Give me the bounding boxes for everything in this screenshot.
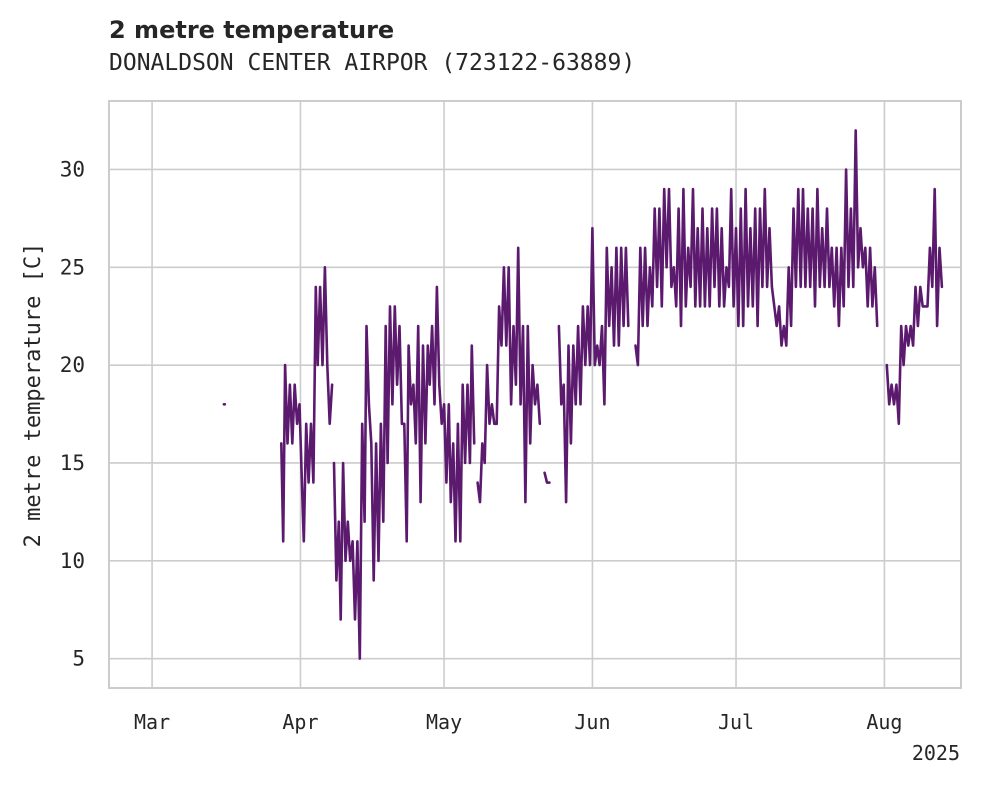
- x-tick-label: Mar: [134, 710, 170, 734]
- chart-subtitle: DONALDSON CENTER AIRPOR (723122-63889): [109, 50, 636, 76]
- series-line-group: [222, 129, 944, 660]
- y-tick-label: 20: [60, 353, 85, 377]
- y-tick-label: 15: [60, 451, 85, 475]
- x-tick-label: Aug: [866, 710, 902, 734]
- x-axis-year-label: 2025: [912, 741, 960, 765]
- y-tick-label: 5: [72, 647, 85, 671]
- y-axis-label: 2 metre temperature [C]: [21, 243, 46, 548]
- series-line-segment: [332, 285, 476, 660]
- y-tick-label: 25: [60, 255, 85, 279]
- y-tick-label: 30: [60, 157, 85, 181]
- chart-title: 2 metre temperature: [109, 16, 395, 44]
- series-line-segment: [543, 471, 551, 484]
- x-axis-ticks: Mar Apr May Jun Jul Aug: [134, 710, 902, 734]
- y-axis-ticks: 5 10 15 20 25 30: [60, 157, 85, 670]
- series-line-segment: [557, 226, 630, 504]
- grid-lines: [109, 101, 961, 688]
- x-tick-label: Jul: [718, 710, 754, 734]
- series-line-segment: [279, 265, 334, 543]
- series-line-segment: [885, 187, 944, 426]
- x-tick-label: May: [426, 710, 462, 734]
- x-tick-label: Jun: [574, 710, 610, 734]
- series-line-segment: [634, 129, 879, 367]
- series-line-segment: [476, 246, 542, 504]
- plot-frame: [108, 100, 962, 689]
- x-tick-label: Apr: [282, 710, 318, 734]
- y-tick-label: 10: [60, 549, 85, 573]
